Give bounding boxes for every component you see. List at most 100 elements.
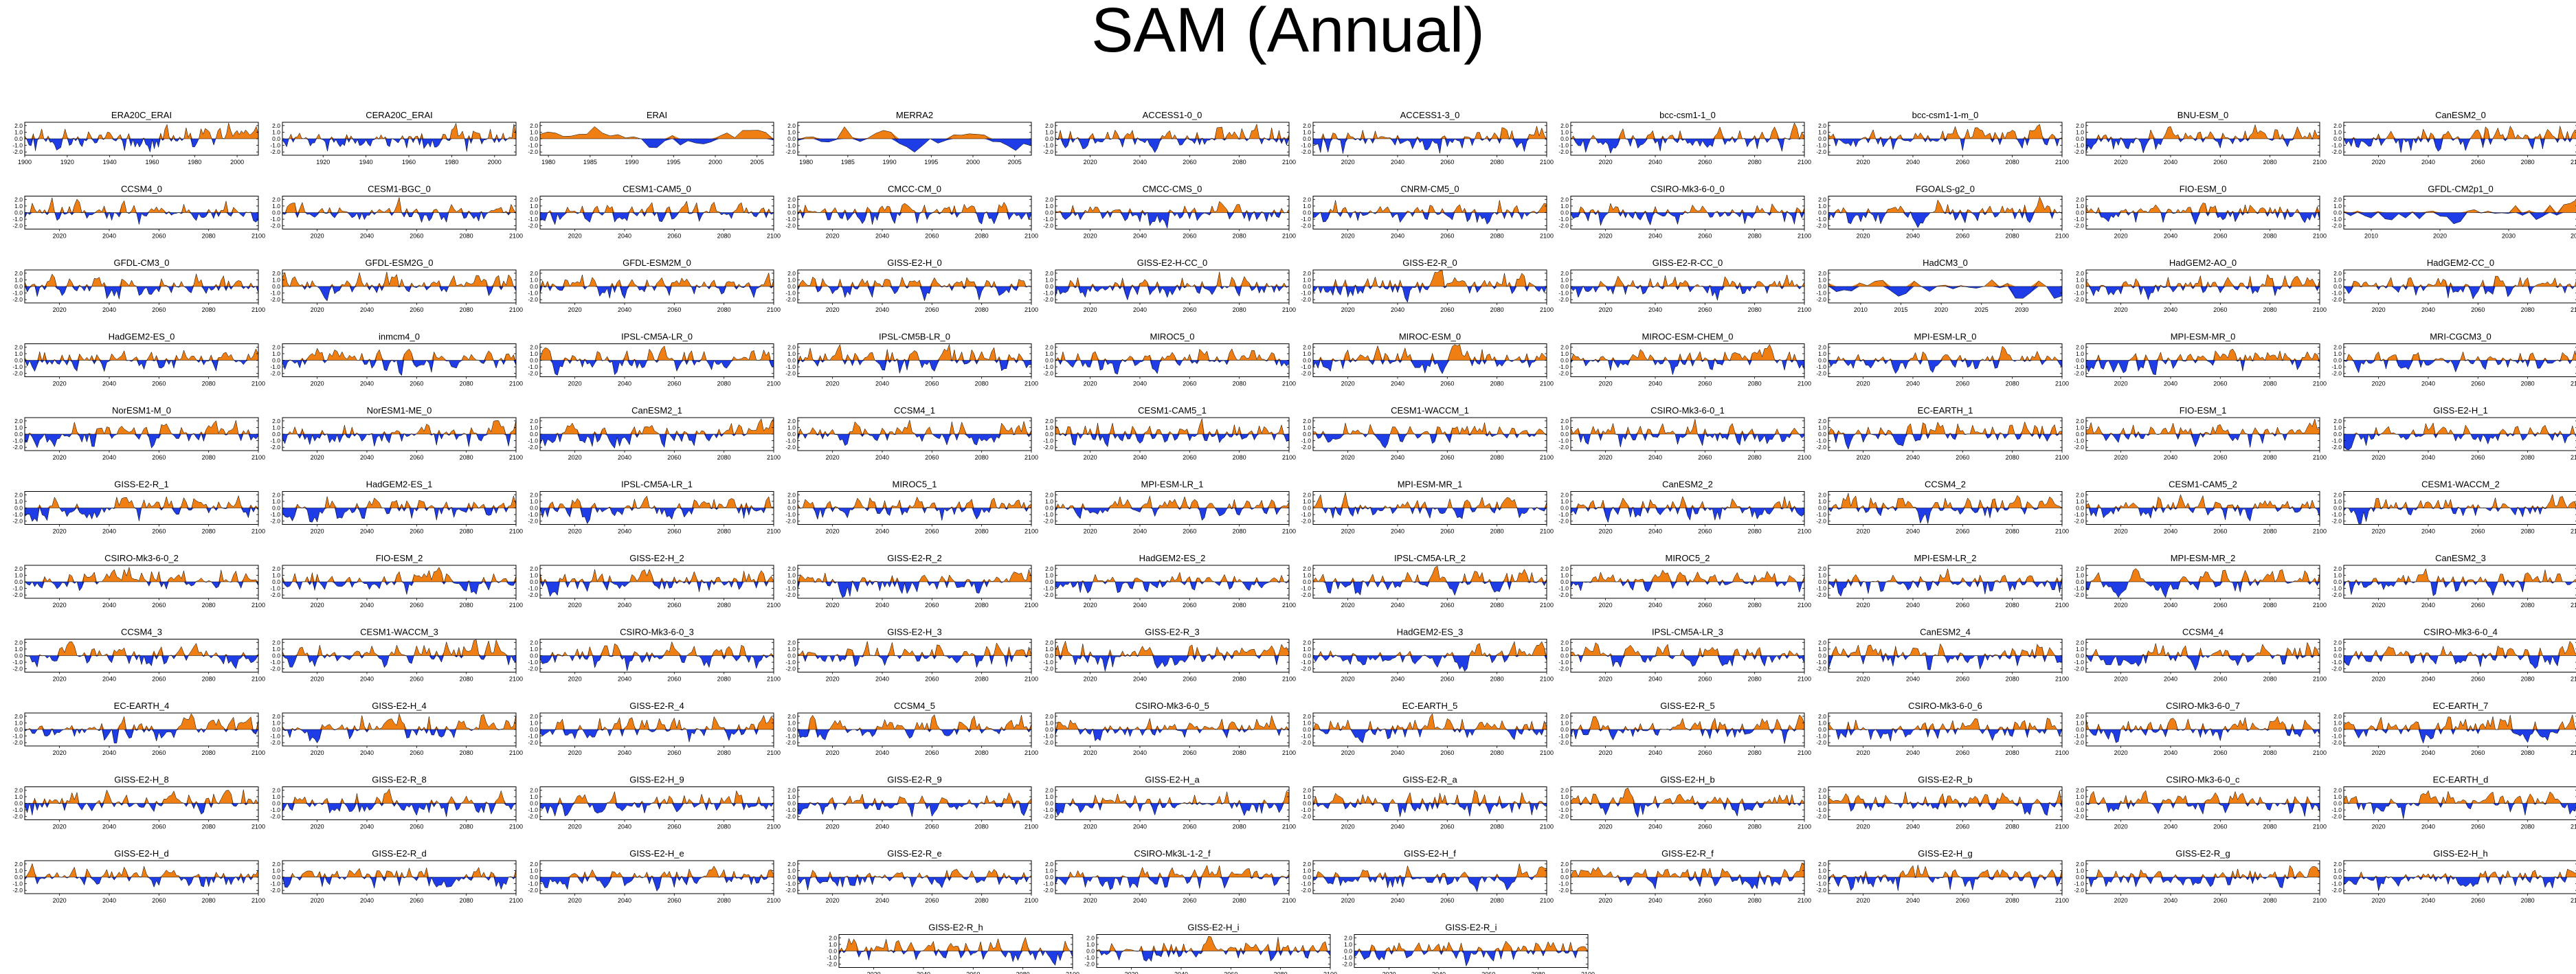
panel-title: GISS-E2-R_9 bbox=[887, 775, 941, 785]
x-tick-label: 2080 bbox=[2263, 306, 2277, 313]
y-tick-label: -1.0 bbox=[1301, 881, 1311, 887]
x-tick-label: 2040 bbox=[2164, 824, 2177, 830]
x-tick-label: 2020 bbox=[1084, 233, 1097, 240]
panel-title: GISS-E2-H_1 bbox=[2433, 405, 2487, 416]
x-tick-label: 2100 bbox=[1540, 602, 1554, 609]
y-tick-label: 2.0 bbox=[2333, 122, 2342, 129]
y-tick-label: -2.0 bbox=[1558, 666, 1569, 672]
x-tick-label: 2060 bbox=[152, 381, 166, 387]
negative-area bbox=[839, 951, 1073, 966]
y-tick-label: 0.0 bbox=[2076, 578, 2084, 585]
x-tick-label: 2060 bbox=[1956, 159, 1969, 166]
series-line bbox=[1055, 714, 1290, 742]
y-tick-label: -2.0 bbox=[12, 813, 23, 820]
x-tick-label: 2040 bbox=[102, 233, 116, 240]
positive-area bbox=[1055, 791, 1289, 804]
y-tick-label: 2.0 bbox=[2076, 565, 2084, 572]
y-tick-label: 1.0 bbox=[1045, 498, 1053, 505]
panel-title: IPSL-CM5A-LR_2 bbox=[1394, 553, 1466, 563]
y-tick-label: 1.0 bbox=[2333, 203, 2342, 209]
panel-title: GISS-E2-H_d bbox=[114, 848, 168, 859]
series-line bbox=[1570, 569, 1805, 593]
y-tick-label: 1.0 bbox=[1560, 646, 1569, 653]
x-tick-label: 2080 bbox=[2263, 749, 2277, 756]
y-tick-label: -1.0 bbox=[12, 290, 23, 297]
x-tick-label: 2100 bbox=[767, 454, 781, 461]
series-line bbox=[1312, 200, 1547, 225]
negative-area bbox=[798, 508, 1031, 521]
y-tick-label: -2.0 bbox=[12, 296, 23, 303]
negative-area bbox=[1354, 951, 1588, 966]
series-line bbox=[1570, 343, 1805, 376]
y-tick-label: 2.0 bbox=[2076, 270, 2084, 277]
y-tick-label: 0.0 bbox=[1560, 578, 1569, 585]
positive-area bbox=[282, 867, 516, 877]
y-tick-label: 2.0 bbox=[1818, 270, 1826, 277]
y-tick-label: -2.0 bbox=[1301, 739, 1311, 746]
series-line bbox=[1570, 787, 1805, 818]
y-tick-label: 1.0 bbox=[787, 276, 796, 283]
y-tick-label: -1.0 bbox=[1043, 363, 1053, 370]
y-tick-label: 2.0 bbox=[1818, 343, 1826, 350]
y-tick-label: 2.0 bbox=[530, 713, 538, 720]
x-tick-label: 2020 bbox=[311, 676, 324, 683]
y-tick-label: -2.0 bbox=[1301, 518, 1311, 525]
positive-area bbox=[25, 197, 258, 213]
y-tick-label: 1.0 bbox=[272, 276, 280, 283]
x-tick-label: 2040 bbox=[102, 381, 116, 387]
positive-area bbox=[282, 495, 516, 508]
y-tick-label: 1.0 bbox=[1818, 646, 1826, 653]
x-tick-label: 2100 bbox=[509, 824, 523, 830]
series-line bbox=[838, 936, 1073, 966]
x-tick-label: 2080 bbox=[460, 897, 473, 904]
y-tick-label: 0.0 bbox=[1086, 948, 1095, 955]
y-tick-label: -2.0 bbox=[1084, 961, 1095, 968]
negative-area bbox=[1055, 655, 1289, 672]
series-line bbox=[797, 641, 1032, 668]
y-tick-label: -2.0 bbox=[270, 296, 280, 303]
x-tick-label: 2080 bbox=[460, 749, 473, 756]
y-tick-label: 2.0 bbox=[1560, 786, 1569, 793]
x-tick-label: 2100 bbox=[1282, 233, 1296, 240]
positive-area bbox=[2344, 869, 2576, 877]
x-tick-label: 2060 bbox=[1440, 454, 1454, 461]
x-tick-label: 2020 bbox=[1599, 159, 1613, 166]
y-tick-label: 2.0 bbox=[1303, 418, 1311, 424]
y-tick-label: 1.0 bbox=[14, 276, 23, 283]
y-tick-label: -2.0 bbox=[12, 444, 23, 451]
x-tick-label: 2080 bbox=[975, 528, 989, 535]
x-tick-label: 2060 bbox=[2213, 676, 2227, 683]
panel-title: ERAI bbox=[647, 110, 667, 120]
x-tick-label: 1985 bbox=[841, 159, 855, 166]
panel-title: GISS-E2-H-CC_0 bbox=[1137, 258, 1208, 268]
series-line bbox=[797, 343, 1032, 374]
y-tick-label: -1.0 bbox=[1816, 659, 1826, 666]
negative-area bbox=[1055, 286, 1289, 300]
y-tick-label: 1.0 bbox=[2076, 719, 2084, 726]
x-tick-label: 2100 bbox=[1024, 602, 1038, 609]
series-line bbox=[2085, 642, 2320, 672]
x-tick-label: 2060 bbox=[1183, 159, 1196, 166]
y-tick-label: 2.0 bbox=[272, 491, 280, 498]
y-tick-label: -2.0 bbox=[1816, 666, 1826, 672]
y-tick-label: 0.0 bbox=[787, 653, 796, 659]
y-tick-label: 0.0 bbox=[787, 135, 796, 142]
series-line bbox=[24, 197, 259, 225]
x-tick-label: 2020 bbox=[1599, 454, 1613, 461]
x-tick-label: 2100 bbox=[2055, 454, 2069, 461]
y-tick-label: 2.0 bbox=[14, 639, 23, 646]
x-tick-label: 2100 bbox=[1797, 897, 1811, 904]
y-tick-label: -1.0 bbox=[2074, 438, 2084, 444]
series-line bbox=[2085, 124, 2320, 154]
y-tick-label: 1.0 bbox=[530, 350, 538, 357]
